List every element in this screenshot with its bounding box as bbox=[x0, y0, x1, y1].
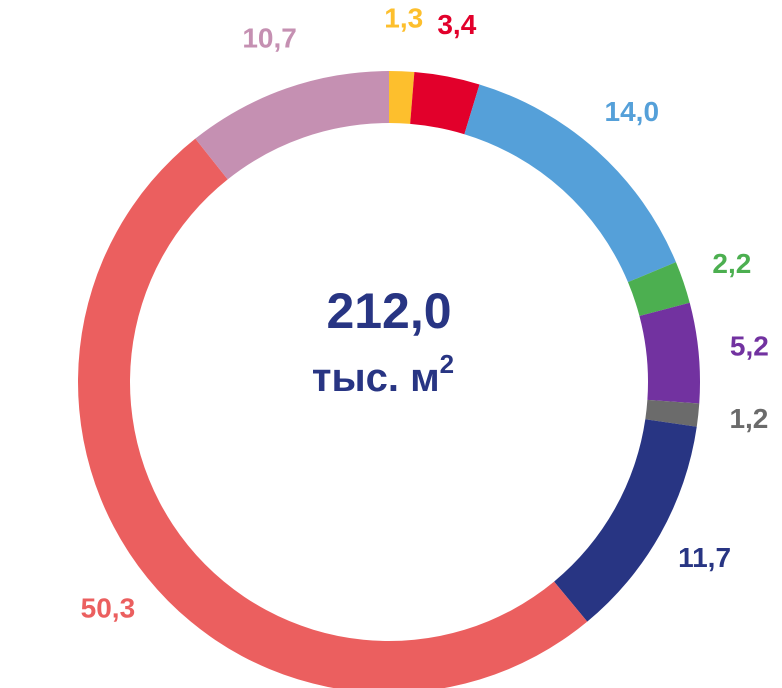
center-unit: тыс. м2 bbox=[312, 349, 454, 400]
value-label: 5,2 bbox=[730, 330, 769, 361]
donut-segment bbox=[627, 262, 690, 317]
donut-segment bbox=[410, 72, 480, 135]
donut-segment bbox=[554, 419, 697, 622]
center-unit-text: тыс. м bbox=[312, 356, 440, 400]
donut-segment bbox=[464, 84, 676, 283]
center-unit-sup: 2 bbox=[440, 349, 454, 379]
value-label: 3,4 bbox=[437, 9, 476, 40]
value-label: 50,3 bbox=[81, 592, 136, 623]
donut-segment bbox=[78, 138, 588, 688]
center-value: 212,0 bbox=[326, 283, 451, 339]
value-label: 1,3 bbox=[384, 3, 423, 34]
donut-segment bbox=[639, 302, 700, 404]
donut-segment bbox=[645, 399, 700, 427]
value-label: 2,2 bbox=[712, 248, 751, 279]
value-label: 14,0 bbox=[605, 96, 660, 127]
donut-segment bbox=[195, 71, 389, 180]
value-label: 1,2 bbox=[729, 403, 768, 434]
value-label: 10,7 bbox=[242, 23, 297, 54]
donut-segment bbox=[389, 71, 415, 124]
value-label: 11,7 bbox=[678, 542, 731, 573]
